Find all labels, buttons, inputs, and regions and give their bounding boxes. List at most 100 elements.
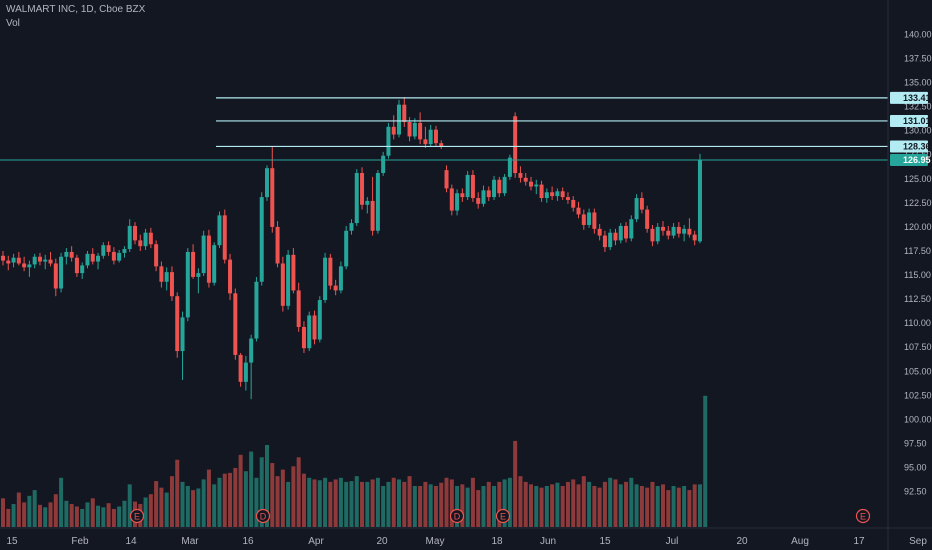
level-price-tag: 128.36 [903, 141, 931, 151]
volume-bar [212, 484, 217, 527]
candle-body [555, 191, 560, 197]
candle-body [349, 223, 354, 231]
event-marker [129, 508, 145, 524]
volume-bar [391, 477, 396, 527]
volume-bar [555, 482, 560, 527]
volume-bar [687, 490, 692, 527]
candle-body [502, 176, 507, 194]
price-tick-label: 97.50 [904, 438, 927, 448]
candle-body [523, 177, 528, 182]
candle-body [576, 207, 581, 215]
volume-bar [370, 479, 375, 527]
candle-body [433, 129, 438, 144]
candle-body [671, 226, 676, 236]
candle-body [196, 273, 201, 277]
event-marker [855, 508, 871, 524]
candle-body [301, 326, 306, 349]
candle-body [354, 173, 359, 224]
volume-bar [666, 490, 671, 527]
volume-bar [639, 486, 644, 527]
candle-body [682, 228, 687, 234]
volume-bar [354, 476, 359, 527]
volume-bar [96, 505, 101, 527]
candle-body [666, 230, 671, 236]
volume-bar [101, 507, 106, 527]
volume-bar [544, 486, 549, 527]
volume-bar [492, 486, 497, 527]
volume-bar [148, 494, 153, 527]
volume-bar [270, 463, 275, 527]
volume-bar [16, 492, 21, 527]
current-price-tag: 126.95 [903, 155, 931, 165]
price-tick-label: 92.50 [904, 487, 927, 497]
volume-bar [565, 481, 570, 527]
volume-bar [90, 498, 95, 527]
volume-bar [650, 481, 655, 527]
price-tick-label: 95.00 [904, 463, 927, 473]
volume-bar [122, 500, 127, 527]
candle-body [655, 226, 660, 242]
price-tick-label: 120.00 [904, 222, 932, 232]
volume-bar [169, 476, 174, 527]
volume-bar [412, 486, 417, 527]
candle-body [560, 191, 565, 198]
volume-bar [634, 484, 639, 527]
volume-bar [360, 481, 365, 527]
candle-body [127, 225, 132, 250]
candle-body [381, 155, 386, 174]
candle-body [27, 264, 32, 268]
volume-bar [534, 486, 539, 527]
volume-bar [645, 487, 650, 527]
candle-body [449, 188, 454, 211]
price-tick-label: 107.50 [904, 342, 932, 352]
candle-body [486, 190, 491, 198]
volume-bar [201, 479, 206, 527]
candle-body [529, 181, 533, 187]
price-tick-label: 125.00 [904, 174, 932, 184]
volume-bar [539, 487, 544, 527]
candle-body [608, 232, 613, 248]
volume-bar [185, 486, 190, 527]
time-tick-label: 17 [853, 536, 865, 547]
volume-bar [323, 477, 328, 527]
candle-body [307, 315, 312, 349]
volume-bar [143, 497, 148, 527]
volume-bar [238, 454, 243, 527]
candle-body [338, 266, 343, 291]
candle-body [159, 266, 164, 282]
candle-body [460, 193, 465, 198]
candle-body [465, 174, 470, 198]
volume-bar [69, 504, 74, 527]
volume-bar [37, 504, 42, 527]
volume-bar [513, 440, 518, 527]
level-price-tag: 131.01 [903, 116, 931, 126]
candle-body [323, 257, 328, 301]
candle-body [59, 256, 64, 289]
candle-body [122, 249, 127, 253]
candle-body [312, 315, 317, 340]
candle-body [249, 338, 254, 363]
candle-body [481, 190, 486, 204]
price-tick-label: 105.00 [904, 366, 932, 376]
candle-body [80, 265, 85, 274]
candle-body [138, 240, 143, 247]
candle-body [444, 170, 449, 189]
event-marker-letter: E [860, 512, 866, 522]
event-marker-letter: D [260, 512, 267, 522]
volume-bar [175, 459, 180, 527]
candle-body [175, 296, 180, 352]
volume-bar [344, 481, 349, 527]
volume-bar [43, 507, 48, 527]
level-price-tag-bg [890, 140, 928, 153]
volume-bar [206, 469, 211, 527]
volume-bar [317, 480, 322, 527]
volume-label: Vol [6, 18, 20, 29]
volume-bar [1, 498, 5, 527]
candle-body [96, 255, 101, 262]
volume-bar [296, 457, 301, 527]
time-tick-label: Feb [71, 536, 89, 547]
candle-body [74, 257, 79, 274]
candle-body [228, 259, 233, 294]
candle-body [676, 226, 681, 234]
